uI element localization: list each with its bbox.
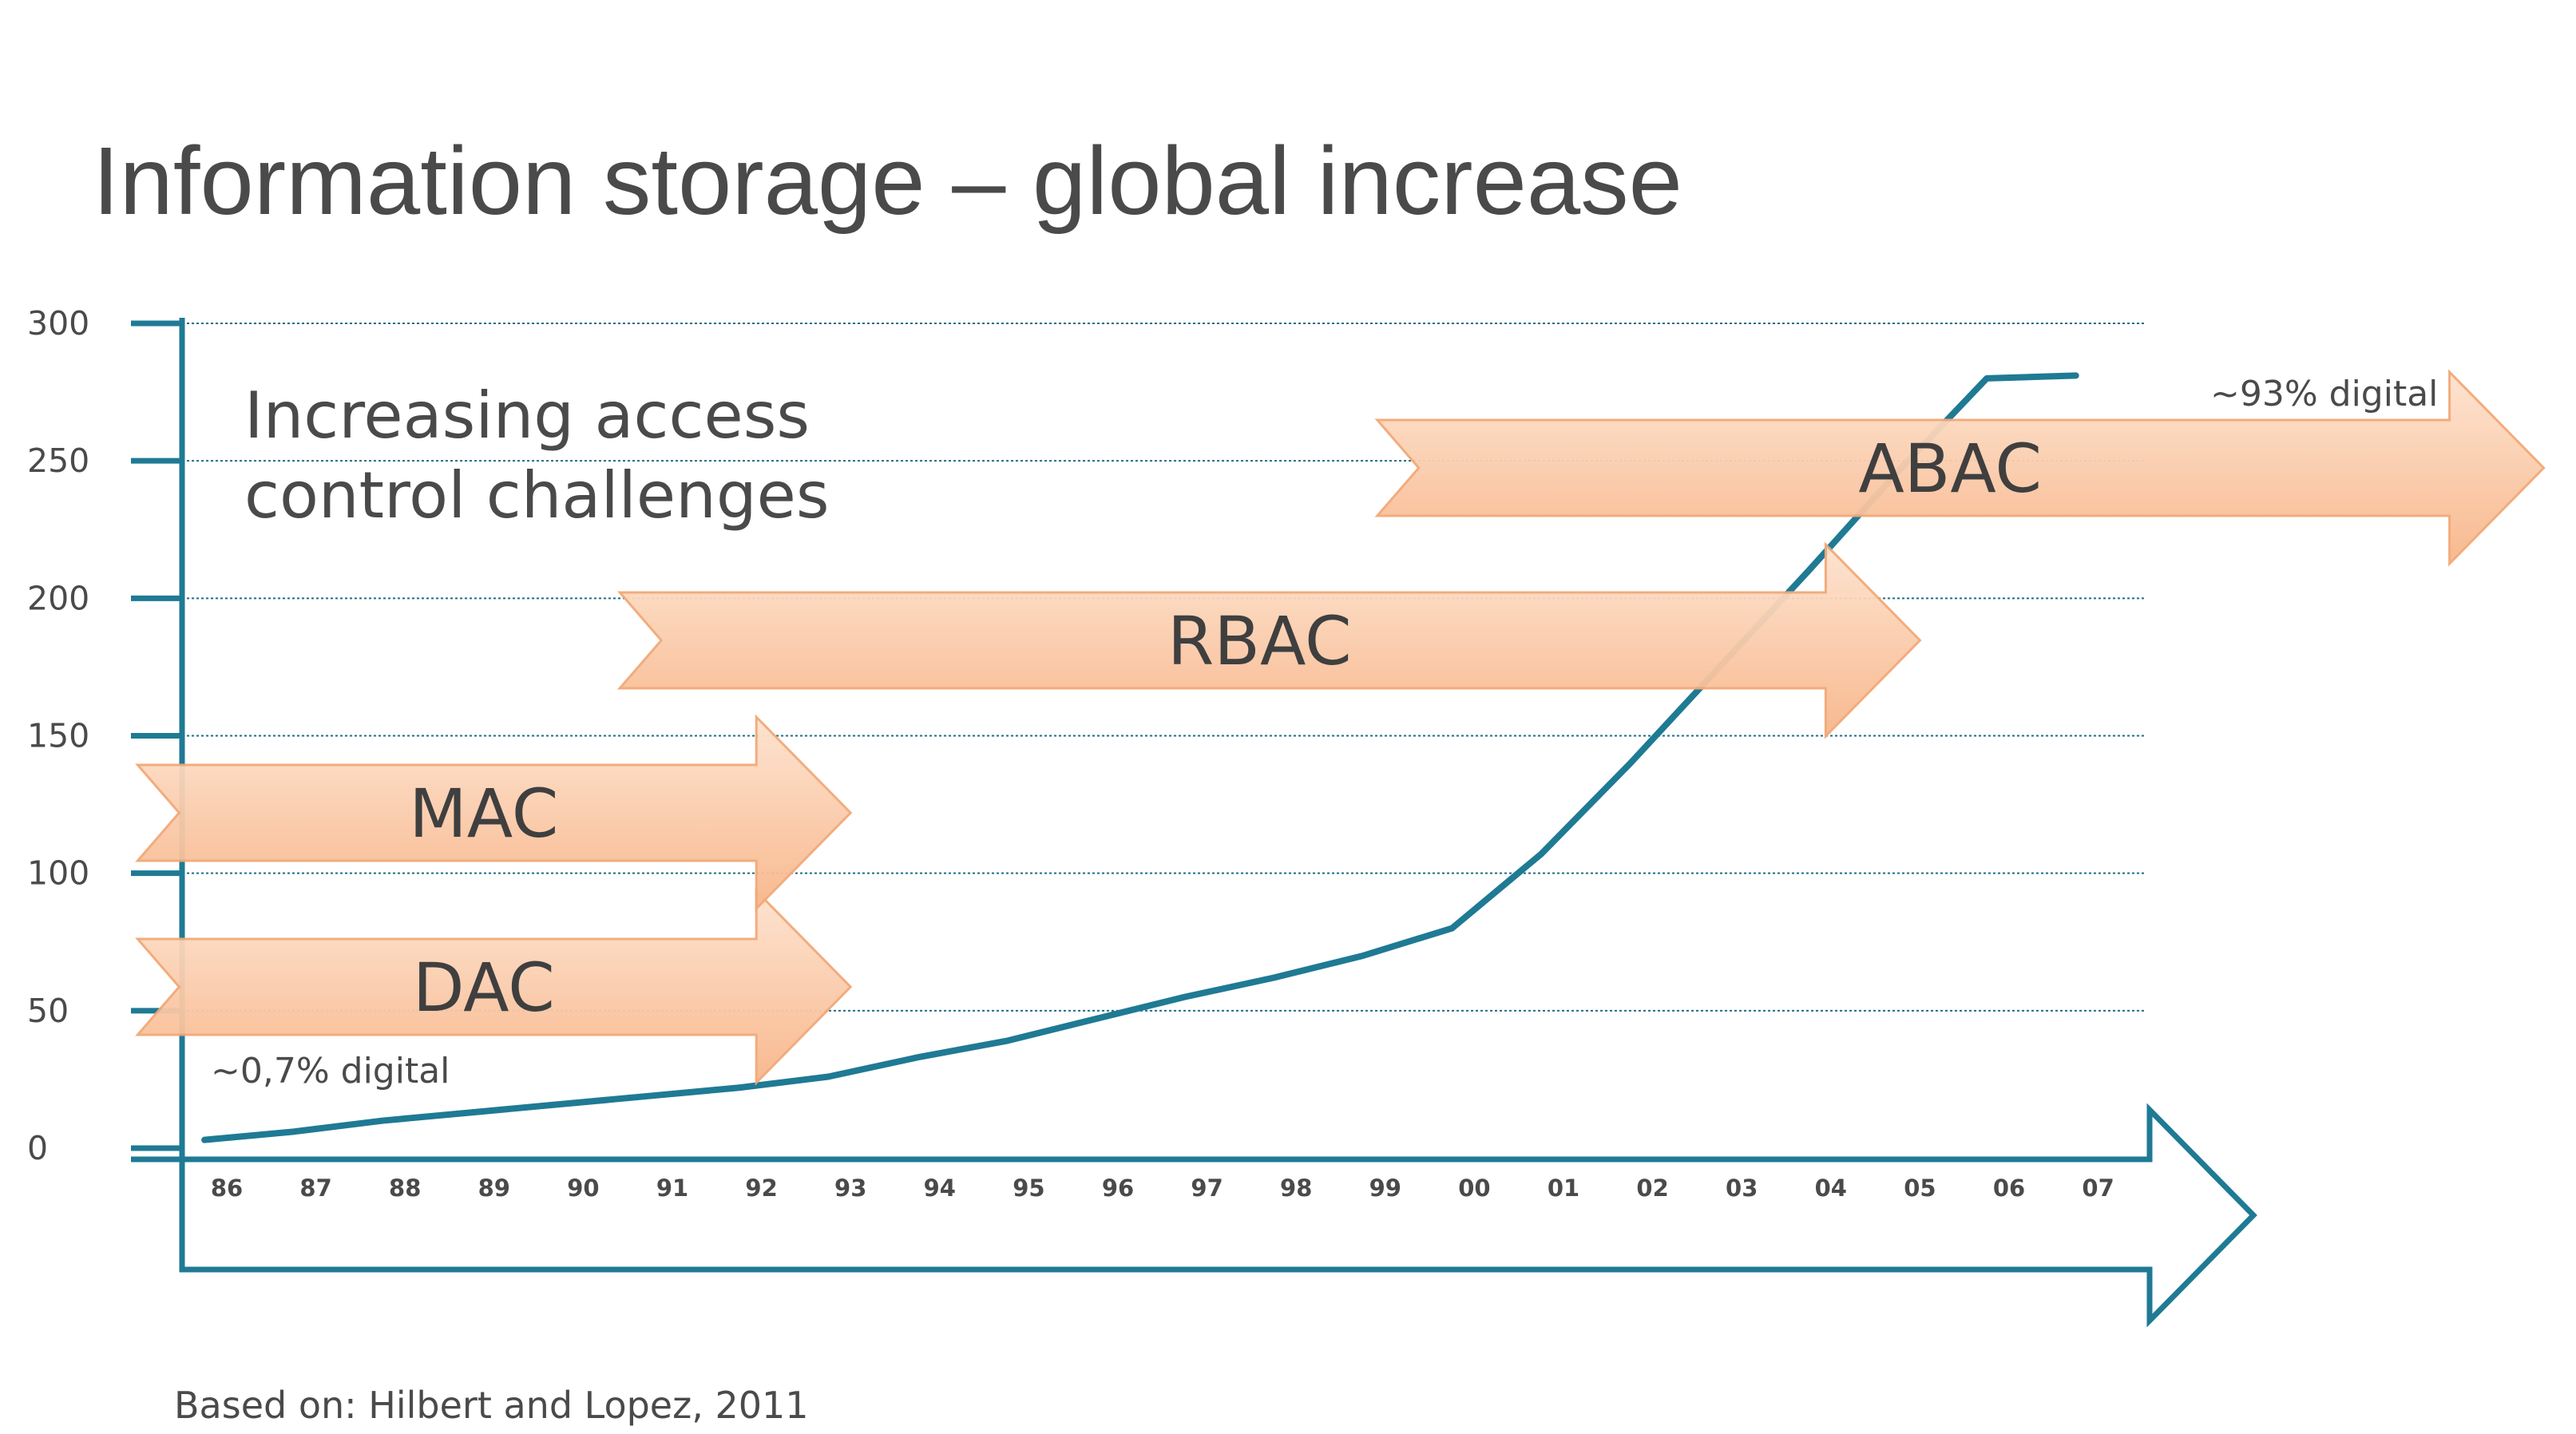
x-tick-label: 94	[924, 1175, 956, 1202]
chart-heading-line2: control challenges	[244, 458, 830, 533]
x-tick-label: 92	[745, 1175, 777, 1202]
access-control-arrows: DAC MAC RBAC ABAC	[135, 369, 2546, 1086]
x-tick-label: 89	[478, 1175, 510, 1202]
arrow-shape	[135, 714, 853, 912]
arrow-rbac: RBAC	[616, 541, 1922, 739]
arrow-mac: MAC	[135, 714, 853, 912]
x-tick-label: 97	[1191, 1175, 1223, 1202]
x-axis-outline-arrow	[179, 1103, 2257, 1328]
chart-heading-line1: Increasing access	[244, 378, 810, 453]
x-tick-label: 88	[389, 1175, 421, 1202]
arrow-shape	[1374, 369, 2546, 567]
arrow-abac: ABAC	[1374, 369, 2546, 567]
arrow-label: ABAC	[1858, 430, 2042, 508]
end-note: ~93% digital	[2210, 374, 2438, 414]
x-tick-label: 02	[1636, 1175, 1668, 1202]
x-tick-label: 00	[1458, 1175, 1490, 1202]
x-axis-arrow: 86 87 88 89 90 91 92 93 94 95 96 97 98 99 00 01 02 03 04 05…	[131, 1103, 2257, 1328]
y-tick-label: 200	[27, 579, 89, 617]
x-tick-label: 93	[834, 1175, 866, 1202]
arrow-label: DAC	[413, 949, 555, 1027]
source-citation: Based on: Hilbert and Lopez, 2011	[174, 1384, 809, 1427]
arrow-dac: DAC	[135, 888, 853, 1086]
arrow-label: RBAC	[1167, 602, 1352, 680]
arrow-shape	[135, 888, 853, 1086]
x-tick-label: 04	[1815, 1175, 1847, 1202]
y-tick-label: 50	[27, 992, 69, 1030]
x-tick-label: 07	[2082, 1175, 2114, 1202]
x-tick-label: 05	[1904, 1175, 1936, 1202]
arrow-shape	[616, 541, 1922, 739]
x-tick-label: 95	[1013, 1175, 1044, 1202]
y-tick-label: 300	[27, 304, 89, 343]
y-tick-label: 0	[27, 1129, 48, 1167]
x-tick-label: 96	[1102, 1175, 1134, 1202]
x-tick-label: 99	[1369, 1175, 1401, 1202]
x-tick-label: 98	[1280, 1175, 1312, 1202]
x-tick-label: 03	[1726, 1175, 1758, 1202]
y-tick-label: 250	[27, 442, 89, 480]
start-note: ~0,7% digital	[211, 1051, 450, 1091]
y-tick-label: 150	[27, 717, 89, 755]
x-tick-label: 87	[299, 1175, 331, 1202]
arrow-label: MAC	[409, 774, 558, 853]
x-tick-label: 86	[211, 1175, 243, 1202]
x-tick-label: 90	[567, 1175, 599, 1202]
y-tick-label: 100	[27, 854, 89, 893]
page-title: Information storage – global increase	[93, 126, 1682, 235]
x-tick-label: 91	[656, 1175, 688, 1202]
x-tick-label: 01	[1548, 1175, 1579, 1202]
x-tick-label: 06	[1993, 1175, 2025, 1202]
